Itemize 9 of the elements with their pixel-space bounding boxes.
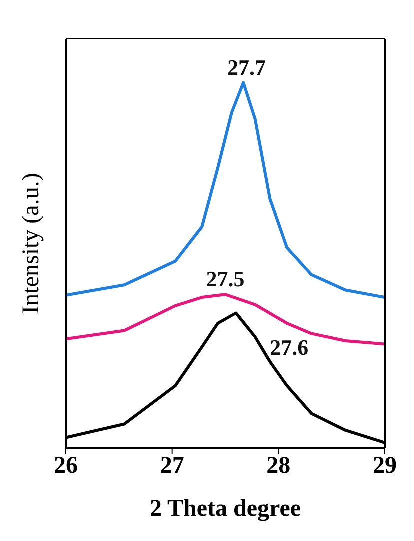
x-axis-title: 2 Theta degree bbox=[150, 496, 302, 522]
x-tick-label: 29 bbox=[373, 453, 397, 480]
x-tick-label: 28 bbox=[266, 453, 291, 480]
annotation: 27.5 bbox=[206, 266, 245, 292]
x-tick-label: 26 bbox=[54, 453, 78, 480]
x-tick-label: 27 bbox=[160, 453, 184, 480]
annotation: 27.7 bbox=[228, 54, 266, 80]
annotation: 27.6 bbox=[270, 335, 309, 360]
y-axis-title: Intensity (a.u.) bbox=[18, 173, 45, 314]
